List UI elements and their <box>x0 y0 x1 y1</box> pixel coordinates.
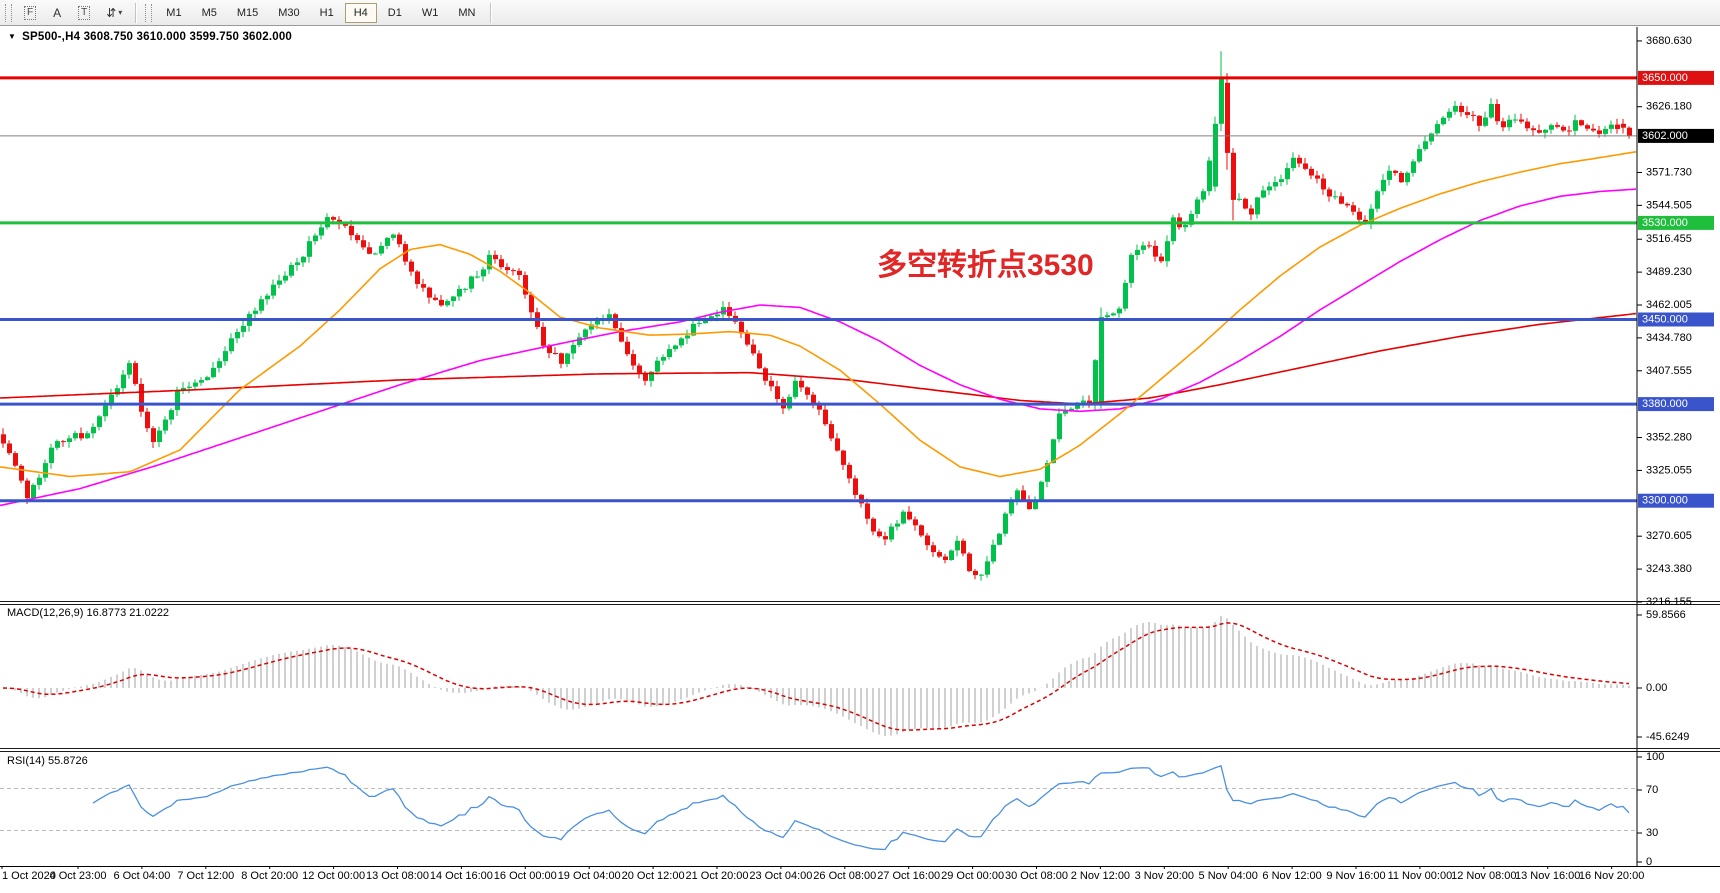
timeframe-button-M1[interactable]: M1 <box>157 3 190 23</box>
x-axis-label: 12 Oct 00:00 <box>302 870 365 882</box>
collapse-triangle-icon[interactable]: ▼ <box>8 32 17 41</box>
x-axis-label: 23 Oct 04:00 <box>749 870 812 882</box>
toolbar-separator <box>490 2 492 23</box>
price-tick-label: 3325.055 <box>1646 464 1692 476</box>
price-badge-label: 3650.000 <box>1642 72 1688 84</box>
price-tick-label: 3462.005 <box>1646 299 1692 311</box>
x-axis-label: 5 Nov 04:00 <box>1199 870 1258 882</box>
rsi-tick-label: 100 <box>1646 751 1664 763</box>
price-tick-label: 3626.180 <box>1646 101 1692 113</box>
timeframe-button-D1[interactable]: D1 <box>379 3 411 23</box>
toolbar-grip[interactable] <box>5 3 12 22</box>
x-axis-label: 13 Oct 08:00 <box>366 870 429 882</box>
dropdown-caret-icon: ▾ <box>118 8 123 17</box>
price-badge-3650 <box>1638 70 1714 85</box>
price-tick-label: 3571.730 <box>1646 166 1692 178</box>
timeframe-button-group: M1 M5 M15 M30 H1 H4 D1 W1 MN <box>157 2 484 23</box>
price-tick-label: 3243.380 <box>1646 563 1692 575</box>
price-chart-canvas: 3680.630 3626.180 3571.730 3544.505 3516.455… <box>0 27 1720 893</box>
price-badge-3530 <box>1638 215 1714 230</box>
x-axis-label: 12 Nov 08:00 <box>1451 870 1516 882</box>
rsi-tick-label: 70 <box>1646 784 1658 796</box>
x-axis-label: 29 Oct 00:00 <box>941 870 1004 882</box>
chart-annotation-text[interactable]: 多空转折点3530 <box>877 249 1094 282</box>
x-axis-label: 14 Oct 16:00 <box>430 870 493 882</box>
rsi-tick-label: 0 <box>1646 856 1652 868</box>
price-badge-3450 <box>1638 312 1714 327</box>
symbol-ohlc-text: SP500-,H4 3608.750 3610.000 3599.750 360… <box>22 31 293 43</box>
timeframe-button-H1[interactable]: H1 <box>311 3 343 23</box>
x-axis-label: 30 Oct 08:00 <box>1005 870 1068 882</box>
arrows-icon: ⇵ <box>106 5 117 20</box>
x-axis-label: 8 Oct 20:00 <box>241 870 298 882</box>
text-tool-icon: A <box>53 5 62 20</box>
macd-tick-label: 59.8566 <box>1646 609 1686 621</box>
price-tick-label: 3434.780 <box>1646 332 1692 344</box>
x-axis-label: 16 Nov 20:00 <box>1579 870 1644 882</box>
timeframe-button-MN[interactable]: MN <box>449 3 484 23</box>
price-tick-label: 3216.155 <box>1646 596 1692 608</box>
x-axis-label: 11 Nov 00:00 <box>1388 870 1453 882</box>
price-axis-background <box>1638 27 1720 893</box>
macd-indicator-label: MACD(12,26,9) 16.8773 21.0222 <box>7 607 170 619</box>
price-badge-label: 3380.000 <box>1642 398 1688 410</box>
x-axis-label: 27 Oct 16:00 <box>877 870 940 882</box>
x-axis-label: 3 Nov 20:00 <box>1135 870 1194 882</box>
x-axis-label: 26 Oct 08:00 <box>813 870 876 882</box>
toolbar-grip[interactable] <box>145 3 153 22</box>
price-badge-3300 <box>1638 493 1714 508</box>
price-badge-label: 3530.000 <box>1642 217 1688 229</box>
timeframe-button-M30[interactable]: M30 <box>269 3 308 23</box>
macd-tick-label: 0.00 <box>1646 682 1667 694</box>
x-axis-label: 2 Nov 12:00 <box>1071 870 1130 882</box>
ma-mid-line <box>0 188 1637 507</box>
macd-histogram <box>8 616 1630 736</box>
price-tick-label: 3544.505 <box>1646 199 1692 211</box>
price-badge-label: 3450.000 <box>1642 314 1688 326</box>
toolbar-separator <box>135 2 137 23</box>
x-axis-label: 6 Oct 04:00 <box>113 870 170 882</box>
chart-area: 3680.630 3626.180 3571.730 3544.505 3516.455… <box>0 27 1720 893</box>
price-badge-3602 <box>1638 128 1714 143</box>
toolbar: F A T ⇵ ▾ M1 M5 M15 M30 H1 H4 D1 W1 MN <box>0 0 1720 26</box>
price-badge-label: 3300.000 <box>1642 495 1688 507</box>
fibonacci-tool-button[interactable]: F <box>17 3 43 23</box>
macd-signal-line <box>2 622 1630 731</box>
text-label-tool-button[interactable]: T <box>71 3 97 23</box>
x-axis-label: 16 Oct 00:00 <box>494 870 557 882</box>
timeframe-button-M5[interactable]: M5 <box>193 3 226 23</box>
timeframe-button-H4[interactable]: H4 <box>344 2 377 23</box>
symbol-header[interactable]: ▼ SP500-,H4 3608.750 3610.000 3599.750 36… <box>8 31 292 43</box>
x-axis-label: 21 Oct 20:00 <box>686 870 749 882</box>
price-tick-label: 3407.555 <box>1646 365 1692 377</box>
rsi-line <box>92 764 1630 851</box>
price-tick-label: 3489.230 <box>1646 266 1692 278</box>
x-axis-label: 13 Nov 16:00 <box>1515 870 1580 882</box>
text-label-icon: T <box>78 5 91 20</box>
ma-slow-line <box>0 312 1637 405</box>
x-axis-label: 4 Oct 23:00 <box>50 870 107 882</box>
price-badge-label: 3602.000 <box>1642 130 1688 142</box>
macd-tick-label: -45.6249 <box>1646 731 1689 743</box>
price-tick-label: 3680.630 <box>1646 35 1692 47</box>
timeframe-button-W1[interactable]: W1 <box>413 3 448 23</box>
rsi-tick-label: 30 <box>1646 827 1658 839</box>
x-axis-label: 9 Nov 16:00 <box>1326 870 1385 882</box>
x-axis-label: 20 Oct 12:00 <box>622 870 685 882</box>
x-axis-label: 7 Oct 12:00 <box>177 870 234 882</box>
x-axis-label: 19 Oct 04:00 <box>558 870 621 882</box>
price-tick-label: 3270.605 <box>1646 530 1692 542</box>
text-tool-button[interactable]: A <box>45 3 69 23</box>
price-badge-3380 <box>1638 397 1714 412</box>
rsi-indicator-label: RSI(14) 55.8726 <box>7 755 88 767</box>
arrows-tool-button[interactable]: ⇵ ▾ <box>99 3 129 23</box>
fibonacci-icon: F <box>24 5 37 20</box>
price-tick-label: 3516.455 <box>1646 233 1692 245</box>
price-tick-label: 3352.280 <box>1646 432 1692 444</box>
x-axis-label: 6 Nov 12:00 <box>1262 870 1321 882</box>
timeframe-button-M15[interactable]: M15 <box>228 3 267 23</box>
x-axis-label: 1 Oct 2020 <box>2 870 56 882</box>
